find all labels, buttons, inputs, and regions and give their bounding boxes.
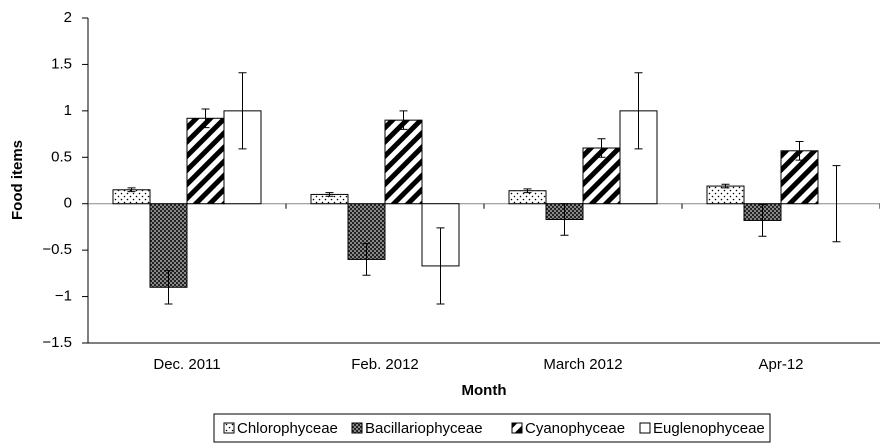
x-tick-label: March 2012 xyxy=(543,356,622,373)
error-bar xyxy=(436,227,445,305)
error-bar xyxy=(325,192,334,197)
error-bar xyxy=(597,138,606,158)
legend-swatch xyxy=(639,422,651,434)
x-tick-label: Dec. 2011 xyxy=(153,356,220,373)
error-bar xyxy=(201,108,210,129)
y-axis-title: Food items xyxy=(9,140,26,220)
bar xyxy=(186,117,225,205)
bar xyxy=(706,185,745,205)
y-tick-label: 0.5 xyxy=(51,148,72,165)
y-tick-label: −0.5 xyxy=(42,241,72,258)
error-bar xyxy=(399,110,408,130)
error-bar xyxy=(721,183,730,189)
y-tick-label: −1 xyxy=(55,288,72,305)
error-bar xyxy=(758,204,767,237)
legend-label: Cyanophyceae xyxy=(525,420,625,437)
y-tick-label: 1.5 xyxy=(51,55,72,72)
error-bar xyxy=(560,203,569,236)
error-bar xyxy=(127,187,136,193)
error-bar xyxy=(238,72,247,150)
error-bar xyxy=(523,188,532,194)
legend-swatch xyxy=(351,422,363,434)
error-bar xyxy=(795,141,804,161)
x-tick-label: Apr-12 xyxy=(758,356,803,373)
legend-label: Euglenophyceae xyxy=(653,420,765,437)
error-bar xyxy=(362,243,371,276)
error-bar xyxy=(164,270,173,305)
bar xyxy=(384,119,423,205)
x-axis-title: Month xyxy=(462,382,507,399)
legend-box xyxy=(213,413,771,443)
legend-label: Bacillariophyceae xyxy=(365,420,483,437)
legend-swatch xyxy=(223,422,235,434)
x-tick-label: Feb. 2012 xyxy=(351,356,419,373)
legend-label: Chlorophyceae xyxy=(237,420,338,437)
error-bar xyxy=(634,72,643,150)
y-tick-label: 2 xyxy=(64,9,72,26)
y-tick-label: −1.5 xyxy=(42,334,72,351)
legend-swatch xyxy=(511,422,523,434)
y-tick-label: 0 xyxy=(64,195,72,212)
error-bar xyxy=(832,165,841,243)
y-tick-label: 1 xyxy=(64,102,72,119)
